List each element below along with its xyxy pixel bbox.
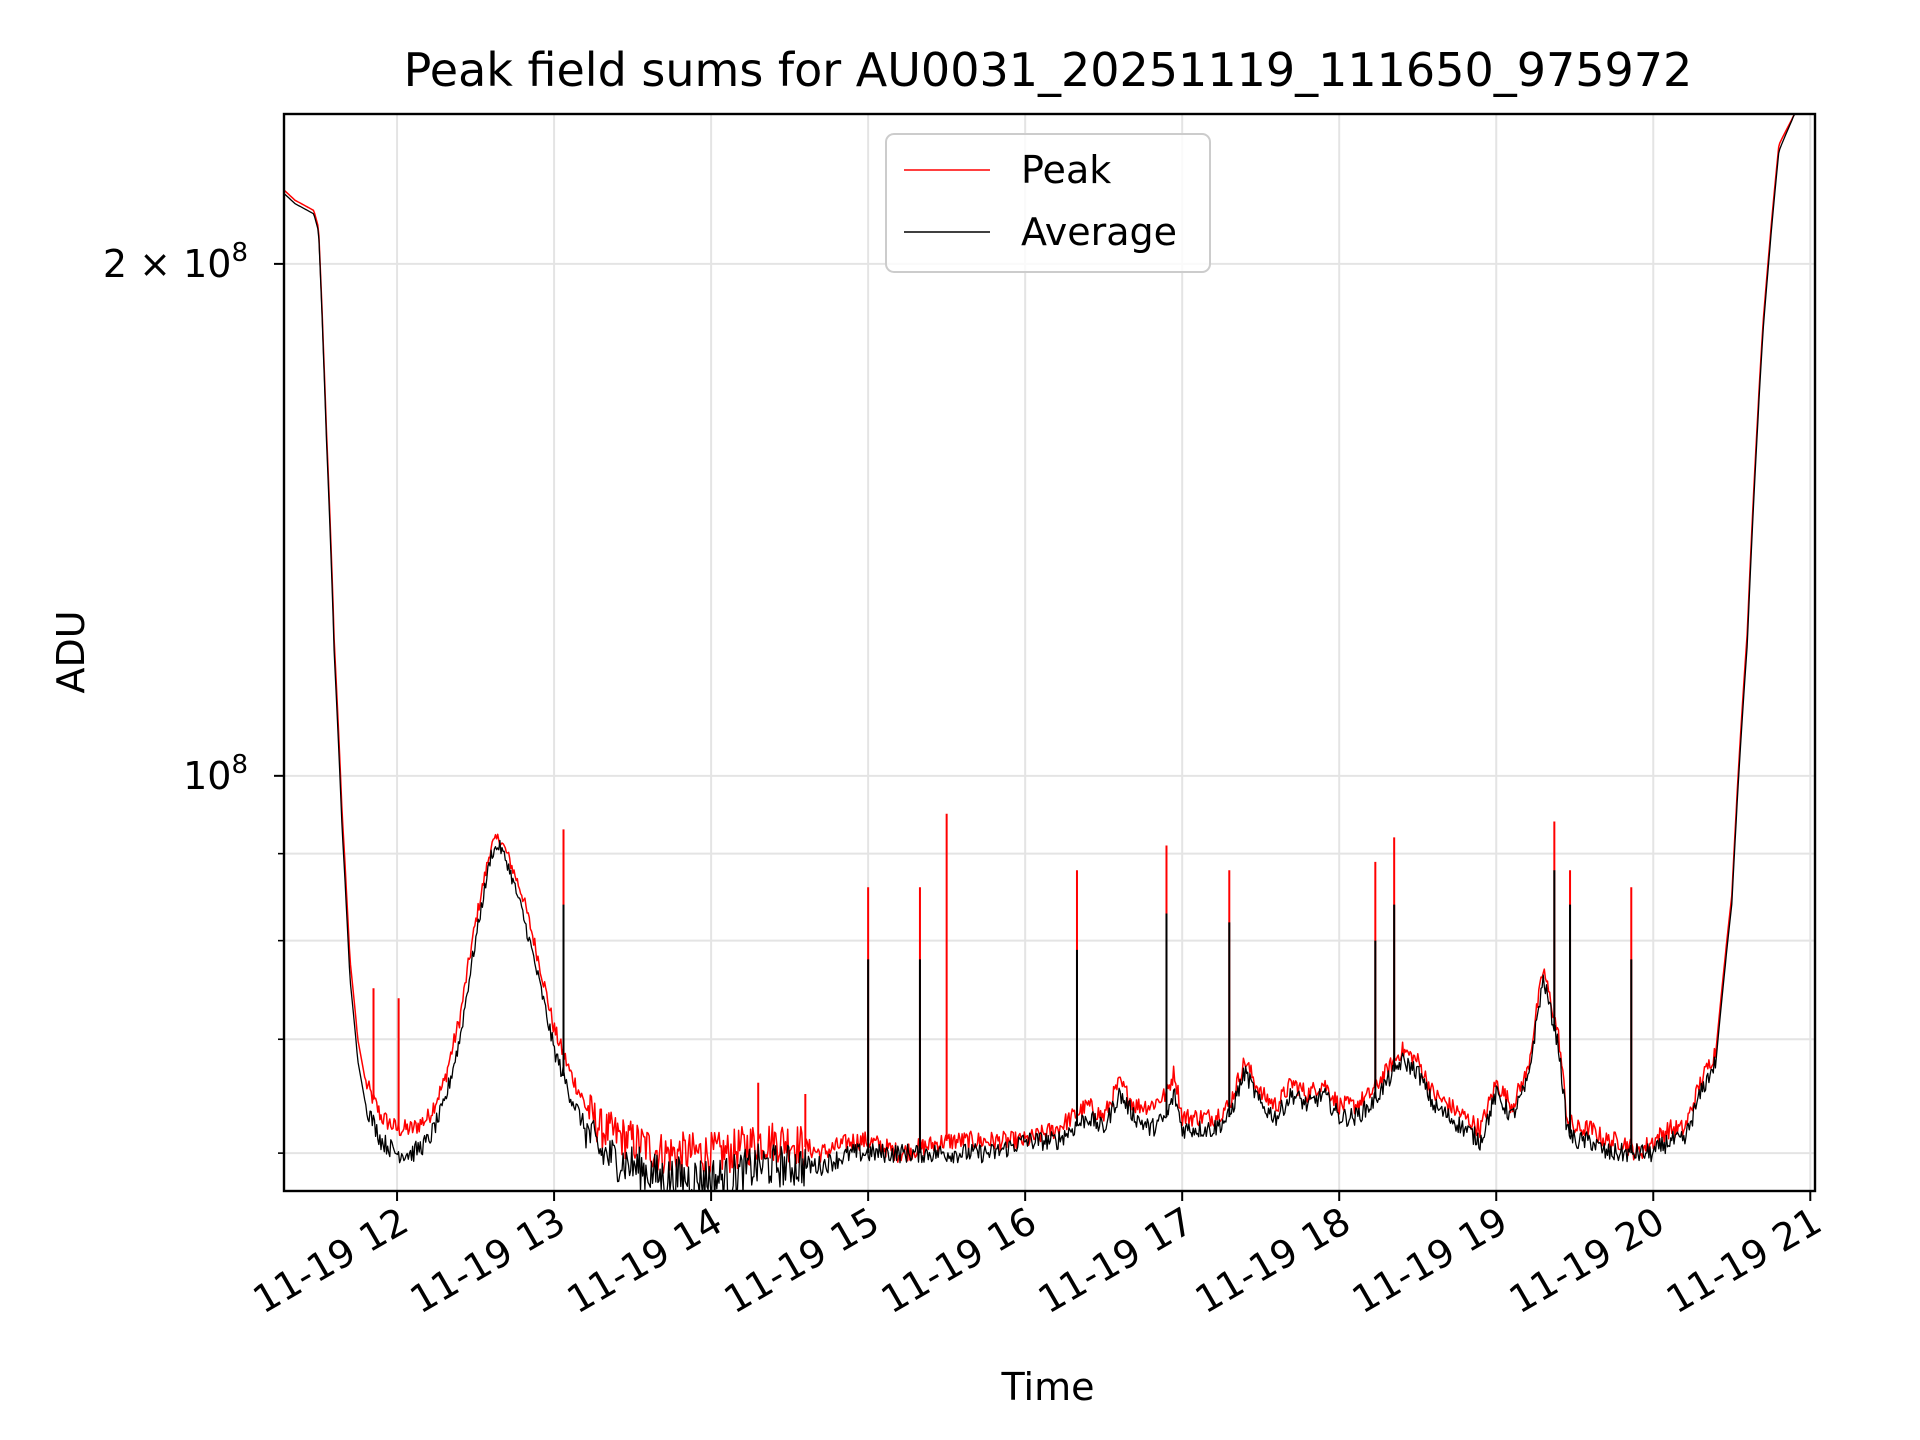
legend-label-average: Average (1021, 210, 1177, 254)
y-tick-exponent: 8 (231, 750, 248, 780)
series-average (284, 114, 1811, 1191)
x-axis-label: Time (1001, 1365, 1095, 1409)
plot-frame (282, 112, 1817, 1193)
legend-label-peak: Peak (1021, 148, 1111, 192)
series-line-peak (284, 114, 1811, 1176)
y-tick-exponent: 8 (231, 238, 248, 268)
y-tick-label: 2 × 108 (103, 238, 248, 286)
legend-box (885, 133, 1211, 273)
chart-title: Peak field sums for AU0031_20251119_1116… (404, 43, 1693, 97)
series-group (284, 114, 1811, 1191)
y-axis-label: ADU (49, 610, 93, 693)
grid-lines (284, 114, 1815, 1191)
series-line-average (284, 114, 1811, 1191)
legend: Peak Average (885, 133, 1211, 273)
